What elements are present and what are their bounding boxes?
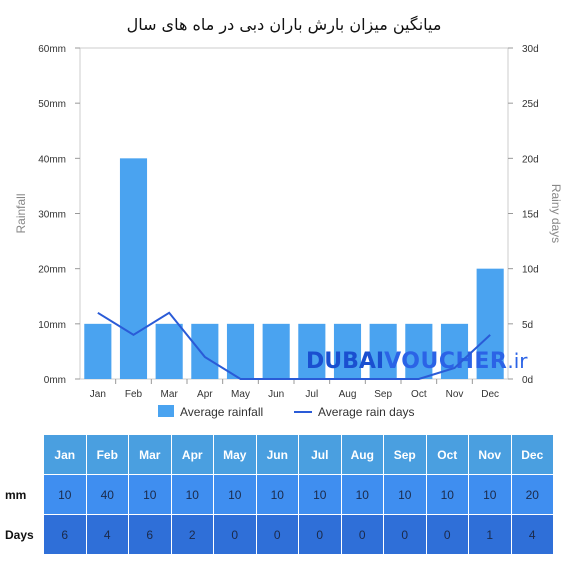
table-header-month: Aug	[341, 435, 383, 474]
table-cell: 1	[469, 515, 511, 554]
table-header-month: Jan	[44, 435, 86, 474]
x-tick-label: Feb	[125, 389, 143, 400]
table-cell: 10	[384, 475, 426, 514]
table-cell: 10	[44, 475, 86, 514]
y-tick-label: 40mm	[38, 154, 66, 165]
x-tick-label: Dec	[481, 389, 499, 400]
table-header-month: Mar	[129, 435, 171, 474]
x-tick-label: Apr	[197, 389, 213, 400]
bar	[333, 323, 362, 379]
table-corner	[1, 435, 43, 474]
table-row: Days 6 4 6 2 0 0 0 0 0 0 1 4	[1, 515, 553, 554]
bar	[155, 323, 183, 379]
y2-tick-label: 0d	[522, 375, 533, 386]
table-header-month: Nov	[469, 435, 511, 474]
table-header-month: Dec	[511, 435, 553, 474]
table-cell: 6	[44, 515, 86, 554]
table-cell: 0	[299, 515, 341, 554]
x-tick-label: Oct	[411, 389, 427, 400]
table-row-label: mm	[1, 475, 43, 514]
chart-svg: میانگین میزان بارش باران دبی در ماه های …	[14, 15, 563, 419]
watermark-logo: DUBAIVOUCHER.ir	[306, 349, 528, 374]
table-row-label: Days	[1, 515, 43, 554]
x-tick-label: Nov	[446, 389, 464, 400]
bar	[476, 268, 504, 379]
y2-tick-label: 15d	[522, 210, 539, 221]
legend-raindays-label: Average rain days	[318, 405, 415, 419]
table-header-month: Jun	[256, 435, 298, 474]
legend-rainfall-label: Average rainfall	[180, 405, 263, 419]
table-header-month: May	[214, 435, 256, 474]
x-tick-label: Jun	[268, 389, 284, 400]
x-tick-label: Sep	[374, 389, 392, 400]
table-cell: 10	[426, 475, 468, 514]
y-axis-title: Rainfall	[14, 193, 28, 233]
table-cell: 10	[129, 475, 171, 514]
y-tick-label: 0mm	[44, 375, 66, 386]
rainfall-table: Jan Feb Mar Apr May Jun Jul Aug Sep Oct Nov Dec mm 1…	[0, 434, 554, 555]
y-tick-label: 60mm	[38, 44, 66, 55]
table-cell: 20	[511, 475, 553, 514]
bar	[226, 323, 255, 379]
bar	[84, 323, 112, 379]
y-tick-label: 20mm	[38, 265, 66, 276]
rainfall-chart: میانگین میزان بارش باران دبی در ماه های …	[14, 15, 563, 419]
table-cell: 10	[256, 475, 298, 514]
y2-tick-label: 10d	[522, 265, 539, 276]
y2-tick-label: 25d	[522, 99, 539, 110]
table-cell: 10	[469, 475, 511, 514]
table-cell: 0	[256, 515, 298, 554]
table-cell: 0	[341, 515, 383, 554]
table-cell: 2	[171, 515, 213, 554]
table-cell: 0	[426, 515, 468, 554]
bar	[298, 323, 326, 379]
table-cell: 10	[171, 475, 213, 514]
table-cell: 4	[511, 515, 553, 554]
y-tick-label: 30mm	[38, 210, 66, 221]
x-tick-label: May	[231, 389, 250, 400]
table-header-month: Apr	[171, 435, 213, 474]
x-tick-label: Aug	[339, 389, 357, 400]
y2-tick-label: 20d	[522, 154, 539, 165]
table-cell: 10	[341, 475, 383, 514]
legend-bar-swatch	[158, 405, 174, 417]
bar	[191, 323, 219, 379]
table-header-month: Feb	[86, 435, 128, 474]
y-tick-label: 50mm	[38, 99, 66, 110]
x-tick-label: Jan	[90, 389, 106, 400]
table-cell: 40	[86, 475, 128, 514]
table-cell: 10	[214, 475, 256, 514]
table-cell: 6	[129, 515, 171, 554]
y2-tick-label: 5d	[522, 320, 533, 331]
table-cell: 4	[86, 515, 128, 554]
x-tick-label: Jul	[305, 389, 318, 400]
table-header-month: Oct	[426, 435, 468, 474]
rain-days-line	[97, 311, 491, 380]
y2-axis-title: Rainy days	[549, 184, 563, 243]
table-cell: 0	[214, 515, 256, 554]
chart-title: میانگین میزان بارش باران دبی در ماه های …	[127, 15, 442, 35]
bar	[369, 323, 397, 379]
table-row: mm 10 40 10 10 10 10 10 10 10 10 10 20	[1, 475, 553, 514]
bar	[405, 323, 433, 379]
table-header-month: Sep	[384, 435, 426, 474]
table-cell: 0	[384, 515, 426, 554]
table-header-month: Jul	[299, 435, 341, 474]
bar	[262, 323, 290, 379]
table-header-row: Jan Feb Mar Apr May Jun Jul Aug Sep Oct Nov Dec	[1, 435, 553, 474]
x-tick-label: Mar	[161, 389, 179, 400]
bar	[119, 158, 148, 379]
y-tick-label: 10mm	[38, 320, 66, 331]
y2-tick-label: 30d	[522, 44, 539, 55]
table-cell: 10	[299, 475, 341, 514]
